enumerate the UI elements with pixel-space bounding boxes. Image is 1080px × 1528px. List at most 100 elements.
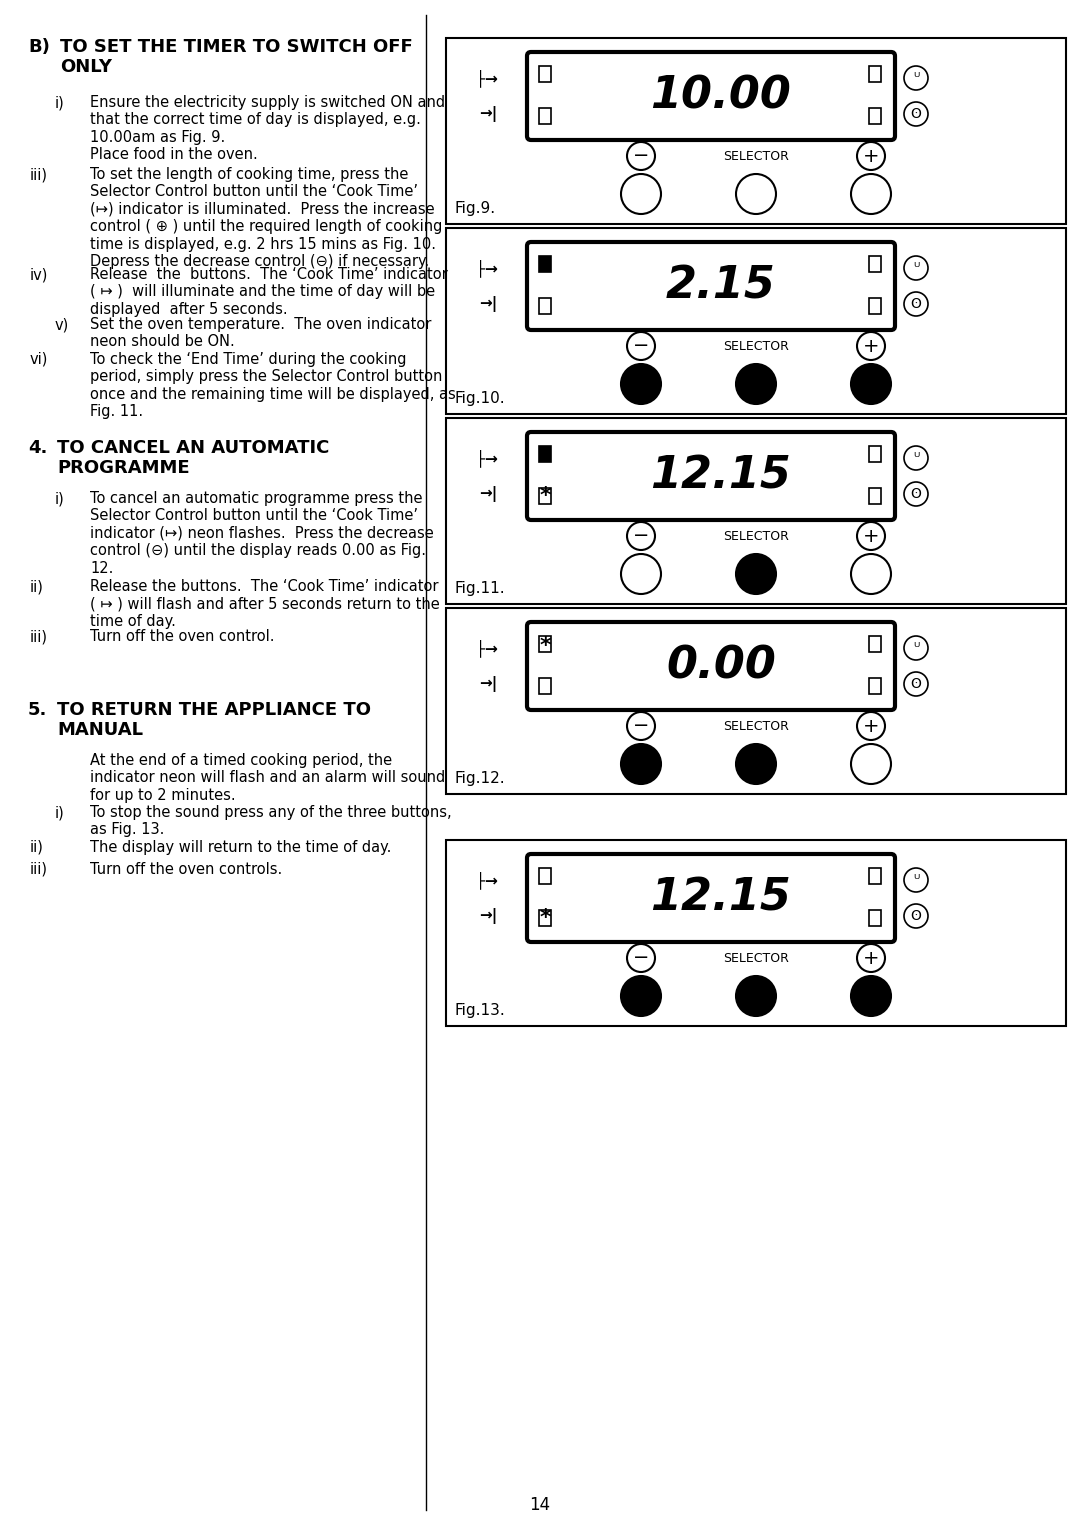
Circle shape <box>904 868 928 892</box>
Text: −: − <box>633 717 649 735</box>
Circle shape <box>858 332 885 361</box>
Circle shape <box>851 744 891 784</box>
Circle shape <box>904 672 928 695</box>
Text: At the end of a timed cooking period, the
indicator neon will flash and an alarm: At the end of a timed cooking period, th… <box>90 753 445 802</box>
Text: SELECTOR: SELECTOR <box>724 530 788 542</box>
Text: 14: 14 <box>529 1496 551 1514</box>
Text: +: + <box>863 336 879 356</box>
Text: TO CANCEL AN AUTOMATIC: TO CANCEL AN AUTOMATIC <box>57 439 329 457</box>
Text: +: + <box>863 147 879 165</box>
Bar <box>446 419 1066 604</box>
Text: *: * <box>539 486 551 506</box>
Text: ├→: ├→ <box>476 639 498 657</box>
Text: 12.15: 12.15 <box>650 877 792 920</box>
Circle shape <box>627 142 654 170</box>
Text: 4.: 4. <box>28 439 48 457</box>
Circle shape <box>858 523 885 550</box>
Circle shape <box>904 481 928 506</box>
Text: ONLY: ONLY <box>60 58 112 76</box>
Circle shape <box>858 142 885 170</box>
Text: iii): iii) <box>30 167 48 182</box>
Circle shape <box>627 332 654 361</box>
Text: →|: →| <box>480 296 498 312</box>
Text: →|: →| <box>480 486 498 503</box>
Text: Turn off the oven control.: Turn off the oven control. <box>90 630 274 643</box>
Bar <box>446 228 1066 414</box>
Bar <box>539 66 551 83</box>
Text: ʘ: ʘ <box>910 107 921 121</box>
Circle shape <box>627 944 654 972</box>
Circle shape <box>904 905 928 927</box>
Bar <box>539 257 551 272</box>
Bar <box>869 636 881 652</box>
Text: −: − <box>633 336 649 356</box>
Text: 0.00: 0.00 <box>666 645 775 688</box>
FancyBboxPatch shape <box>527 241 895 330</box>
FancyBboxPatch shape <box>527 854 895 941</box>
Text: ├→: ├→ <box>476 69 498 87</box>
Text: TO SET THE TIMER TO SWITCH OFF: TO SET THE TIMER TO SWITCH OFF <box>60 38 413 57</box>
Circle shape <box>851 174 891 214</box>
Text: SELECTOR: SELECTOR <box>724 150 788 162</box>
Text: ii): ii) <box>30 840 44 856</box>
Text: SELECTOR: SELECTOR <box>724 720 788 732</box>
Bar <box>869 108 881 124</box>
Bar <box>446 840 1066 1025</box>
Circle shape <box>735 364 777 403</box>
Text: 5.: 5. <box>28 701 48 720</box>
Bar <box>869 66 881 83</box>
Text: +: + <box>863 527 879 545</box>
Bar <box>539 446 551 461</box>
Text: Turn off the oven controls.: Turn off the oven controls. <box>90 862 282 877</box>
Text: iii): iii) <box>30 630 48 643</box>
Text: −: − <box>633 949 649 967</box>
Text: −: − <box>633 147 649 165</box>
Text: B): B) <box>28 38 50 57</box>
Text: Fig.11.: Fig.11. <box>454 581 504 596</box>
Text: i): i) <box>55 805 65 821</box>
Circle shape <box>858 944 885 972</box>
Text: →|: →| <box>480 675 498 692</box>
Text: iii): iii) <box>30 862 48 877</box>
Circle shape <box>904 66 928 90</box>
Bar <box>539 868 551 885</box>
Text: vi): vi) <box>30 351 49 367</box>
Text: ʘ: ʘ <box>910 487 921 501</box>
Text: PROGRAMME: PROGRAMME <box>57 458 190 477</box>
Circle shape <box>904 292 928 316</box>
Text: ᵁ: ᵁ <box>913 642 919 656</box>
Text: +: + <box>863 949 879 967</box>
Circle shape <box>858 712 885 740</box>
Bar <box>539 636 551 652</box>
Circle shape <box>851 555 891 594</box>
Text: ᵁ: ᵁ <box>913 261 919 275</box>
Text: ├→: ├→ <box>476 871 498 889</box>
Text: ii): ii) <box>30 579 44 594</box>
Circle shape <box>904 636 928 660</box>
Text: Ensure the electricity supply is switched ON and
that the correct time of day is: Ensure the electricity supply is switche… <box>90 95 445 162</box>
Text: Fig.13.: Fig.13. <box>454 1002 504 1018</box>
Bar <box>869 257 881 272</box>
Text: Fig.10.: Fig.10. <box>454 391 504 406</box>
Text: v): v) <box>55 316 69 332</box>
Text: 2.15: 2.15 <box>666 264 775 307</box>
Text: To set the length of cooking time, press the
Selector Control button until the ‘: To set the length of cooking time, press… <box>90 167 443 269</box>
Bar <box>446 608 1066 795</box>
FancyBboxPatch shape <box>527 52 895 141</box>
Circle shape <box>621 976 661 1016</box>
Circle shape <box>621 555 661 594</box>
Bar <box>539 298 551 313</box>
Text: iv): iv) <box>30 267 49 283</box>
Text: i): i) <box>55 490 65 506</box>
Text: To stop the sound press any of the three buttons,
as Fig. 13.: To stop the sound press any of the three… <box>90 805 451 837</box>
Circle shape <box>904 446 928 471</box>
Text: MANUAL: MANUAL <box>57 721 143 740</box>
FancyBboxPatch shape <box>527 432 895 520</box>
Text: ʘ: ʘ <box>910 296 921 312</box>
Text: 10.00: 10.00 <box>650 75 792 118</box>
Text: +: + <box>863 717 879 735</box>
Text: To cancel an automatic programme press the
Selector Control button until the ‘Co: To cancel an automatic programme press t… <box>90 490 434 576</box>
Text: The display will return to the time of day.: The display will return to the time of d… <box>90 840 391 856</box>
Text: →|: →| <box>480 105 498 122</box>
Bar <box>869 911 881 926</box>
